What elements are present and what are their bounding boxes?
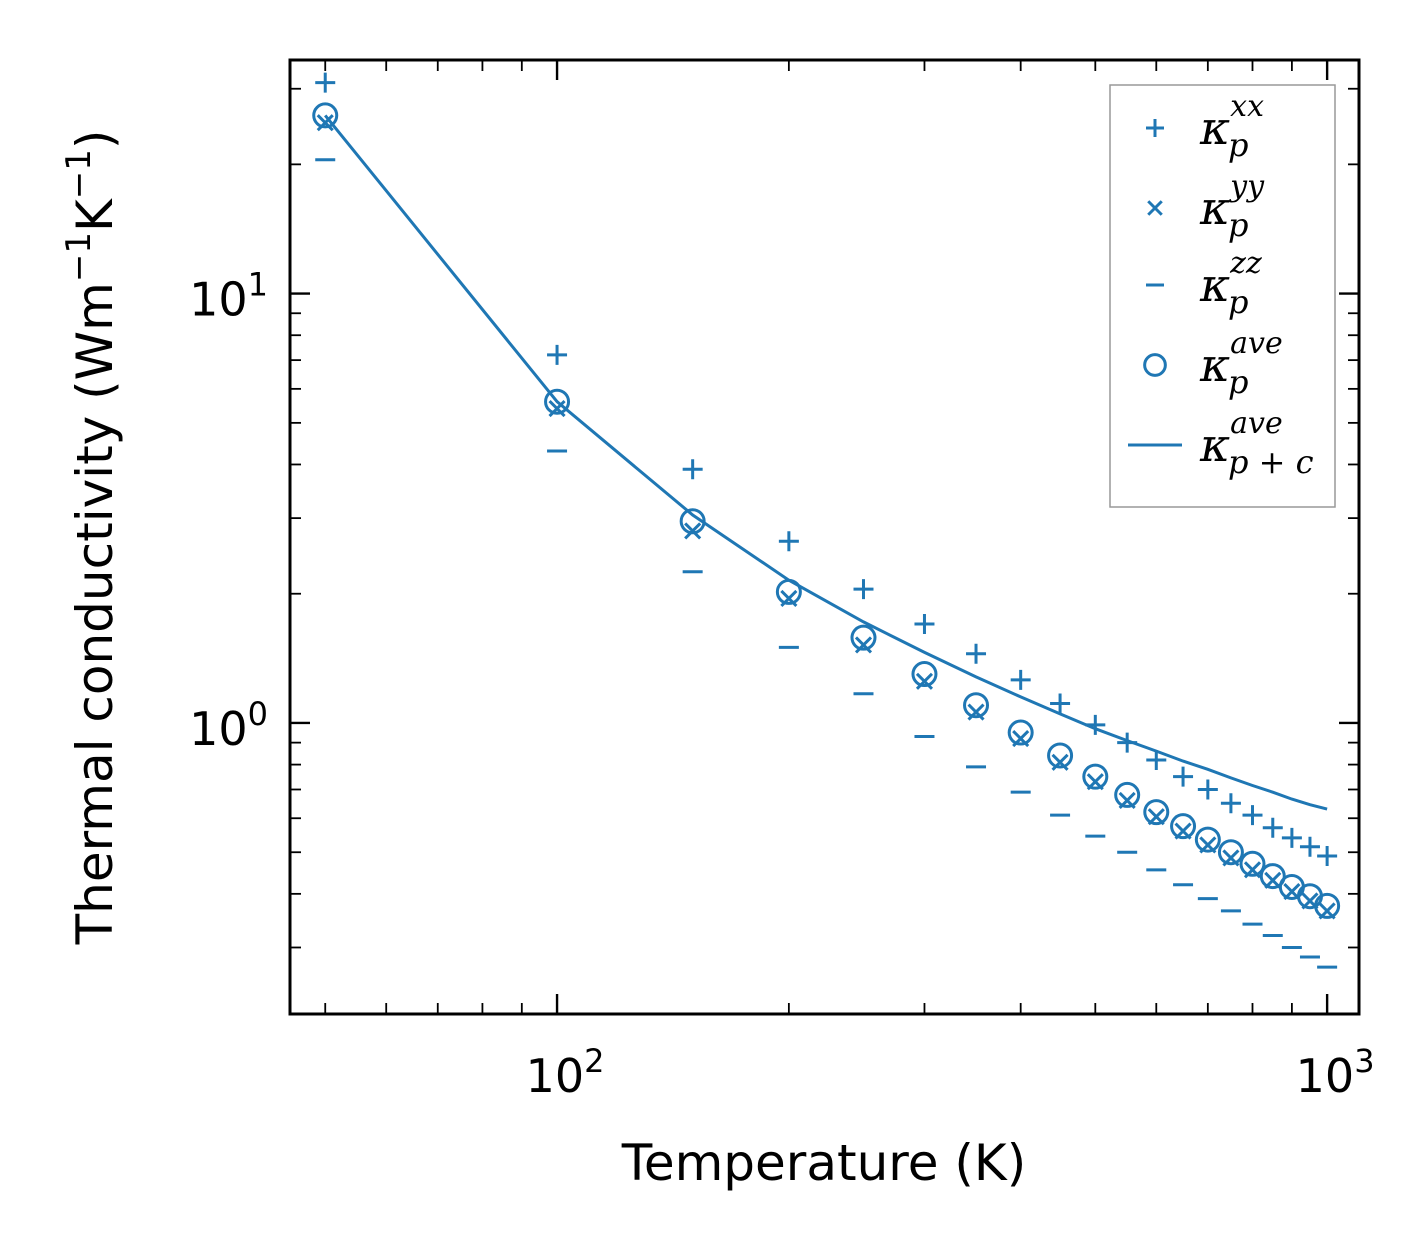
axis-ticks: 102 103 100 101	[189, 60, 1375, 1103]
point-kappa_p_xx	[1010, 669, 1031, 690]
point-kappa_p_xx	[914, 614, 935, 635]
y-tick-label: 100	[189, 695, 268, 756]
point-kappa_p_ave	[1114, 781, 1141, 808]
point-kappa_p_xx	[853, 579, 874, 600]
point-kappa_p_ave	[1314, 892, 1341, 919]
point-kappa_p_xx	[1317, 846, 1338, 867]
point-kappa_p_ave	[1259, 863, 1286, 890]
point-kappa_p_ave	[544, 388, 571, 415]
point-kappa_p_xx	[1281, 827, 1302, 848]
y-axis-title: Thermal conductivity (Wm−1K−1)	[59, 130, 124, 946]
point-kappa_p_ave	[850, 624, 877, 651]
point-kappa_p_xx	[1220, 793, 1241, 814]
point-kappa_p_ave	[1007, 719, 1034, 746]
point-kappa_p_yy	[316, 114, 334, 132]
point-kappa_p_yy	[854, 636, 873, 654]
point-kappa_p_ave	[1143, 799, 1170, 826]
point-kappa_p_ave	[911, 661, 938, 688]
x-tick-label: 102	[526, 1042, 605, 1103]
point-kappa_p_ave	[1194, 826, 1221, 853]
point-kappa_p_xx	[315, 72, 336, 93]
point-kappa_p_ave	[963, 692, 990, 719]
point-kappa_p_ave	[1170, 813, 1197, 840]
x-tick-label: 103	[1296, 1042, 1375, 1103]
point-kappa_p_ave	[312, 102, 339, 129]
legend-label-kappa_p_zz: κzz p	[1199, 246, 1262, 321]
legend-label-kappa_p_yy: κyy p	[1199, 169, 1265, 244]
point-kappa_p_xx	[1146, 749, 1167, 770]
legend-label-kappa_p_ave: κave p	[1199, 326, 1283, 401]
legend-label-kappa_p_plus_c_ave: κave p + c	[1199, 406, 1314, 481]
legend-marker-kappa_p_xx	[1146, 119, 1164, 137]
point-kappa_p_xx	[966, 643, 987, 664]
legend-marker-kappa_p_ave	[1143, 353, 1167, 377]
legend-box	[1109, 84, 1336, 508]
point-kappa_p_xx	[1242, 805, 1263, 826]
x-axis-title: Temperature (K)	[621, 1134, 1026, 1192]
point-kappa_p_yy	[684, 522, 702, 540]
point-kappa_p_xx	[1299, 836, 1320, 857]
point-kappa_p_ave	[1082, 763, 1109, 790]
point-kappa_p_xx	[1050, 693, 1071, 714]
point-kappa_p_xx	[1173, 766, 1194, 787]
point-kappa_p_ave	[1047, 742, 1074, 769]
point-kappa_p_xx	[778, 531, 799, 552]
point-kappa_p_ave	[1217, 839, 1244, 866]
y-tick-label: 101	[189, 266, 268, 327]
legend-label-kappa_p_xx: κxx p	[1199, 89, 1264, 164]
plot-frame	[288, 58, 1361, 1016]
point-kappa_p_yy	[915, 672, 934, 690]
data-series	[312, 72, 1341, 969]
point-kappa_p_xx	[1197, 779, 1218, 800]
series-line-kappa_p_plus_c_ave	[324, 114, 1328, 811]
point-kappa_p_ave	[1239, 850, 1266, 877]
legend-marker-kappa_p_yy	[1147, 200, 1163, 216]
point-kappa_p_xx	[547, 344, 568, 365]
point-kappa_p_xx	[1262, 817, 1283, 838]
point-kappa_p_xx	[682, 459, 703, 480]
